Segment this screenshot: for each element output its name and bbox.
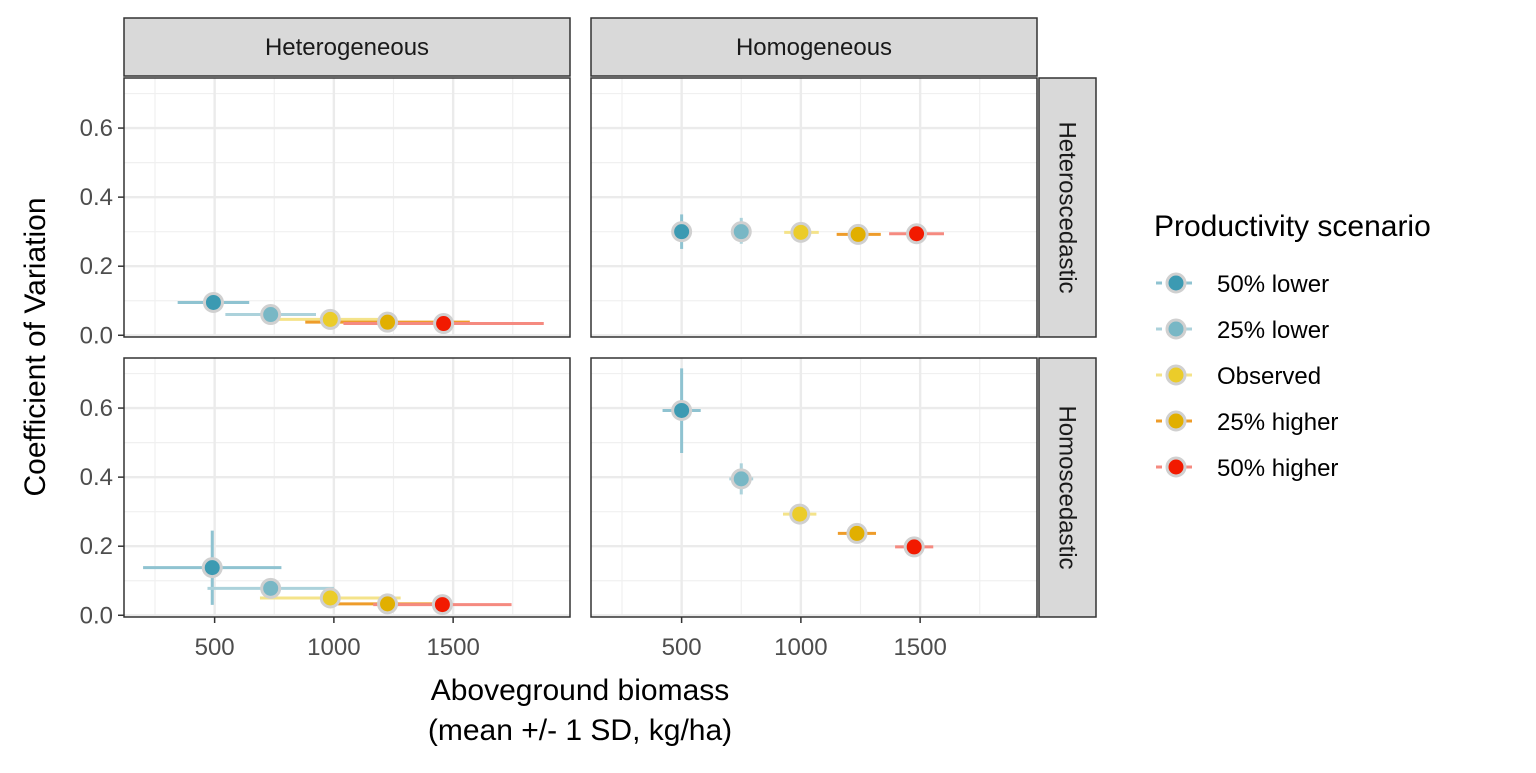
- legend-key-point: [1165, 272, 1187, 294]
- panel-background: [591, 78, 1037, 337]
- points: [201, 557, 453, 616]
- data-point: [319, 587, 341, 609]
- panel-3: 500 1000 1500: [590, 357, 1038, 661]
- legend-key-point: [1165, 410, 1187, 432]
- data-point: [377, 311, 399, 333]
- data-point: [260, 304, 282, 326]
- points: [671, 399, 925, 558]
- legend-item: 25% higher: [1156, 409, 1338, 436]
- facet-strip-col-1: [590, 17, 1038, 77]
- panel-1: [590, 77, 1038, 338]
- x-tick-label: 1500: [426, 634, 479, 661]
- data-point: [431, 594, 453, 616]
- data-point: [906, 223, 928, 245]
- panel-0: 0.0 0.2 0.4 0.6: [80, 77, 571, 349]
- panel-border: [123, 357, 571, 618]
- x-tick-label: 1500: [893, 634, 946, 661]
- panel-border: [590, 77, 1038, 338]
- y-tick-label: 0.4: [80, 464, 113, 491]
- data-point: [319, 308, 341, 330]
- x-axis-title: Aboveground biomass (mean +/- 1 SD, kg/h…: [428, 674, 732, 747]
- data-point: [846, 522, 868, 544]
- panel-border: [590, 357, 1038, 618]
- facet-strip-row-0: [1038, 77, 1097, 338]
- data-point: [377, 593, 399, 615]
- data-point: [790, 221, 812, 243]
- legend: Productivity scenario 50% lower 25% lower…: [1154, 210, 1431, 482]
- y-axis-title: Coefficient of Variation: [19, 197, 52, 496]
- data-point: [730, 468, 752, 490]
- legend-item: 25% lower: [1156, 317, 1329, 344]
- data-point: [260, 577, 282, 599]
- data-point: [201, 557, 223, 579]
- legend-label: 25% lower: [1217, 317, 1329, 344]
- legend-label: Observed: [1217, 363, 1321, 390]
- y-tick-label: 0.0: [80, 322, 113, 349]
- y-tick-label: 0.6: [80, 115, 113, 142]
- panels-layer: Heterogeneous Homogeneous Heteroscedastic H…: [80, 17, 1097, 661]
- data-point: [671, 221, 693, 243]
- legend-label: 50% lower: [1217, 271, 1329, 298]
- y-tick-label: 0.6: [80, 395, 113, 422]
- y-tick-label: 0.2: [80, 533, 113, 560]
- panel-background: [591, 358, 1037, 617]
- data-point: [671, 399, 693, 421]
- data-point: [847, 223, 869, 245]
- legend-label: 50% higher: [1217, 455, 1338, 482]
- legend-item: 50% lower: [1156, 271, 1329, 298]
- facet-strip-col-label-1: Homogeneous: [736, 34, 892, 61]
- facet-strip-col-label-0: Heterogeneous: [265, 34, 429, 61]
- legend-item: 50% higher: [1156, 455, 1338, 482]
- data-point: [903, 536, 925, 558]
- points: [671, 221, 928, 245]
- data-point: [433, 313, 455, 335]
- legend-items: 50% lower 25% lower Observed 25% higher 50% …: [1156, 271, 1338, 482]
- y-tick-label: 0.0: [80, 602, 113, 629]
- gridlines: [124, 358, 570, 617]
- data-point: [789, 503, 811, 525]
- facet-strip-row-label-1: Homoscedastic: [1054, 405, 1081, 569]
- legend-key-point: [1165, 364, 1187, 386]
- data-point: [202, 291, 224, 313]
- y-tick-label: 0.2: [80, 253, 113, 280]
- legend-label: 25% higher: [1217, 409, 1338, 436]
- legend-key-point: [1165, 318, 1187, 340]
- x-tick-label: 1000: [774, 634, 827, 661]
- legend-title: Productivity scenario: [1154, 210, 1431, 243]
- legend-item: Observed: [1156, 363, 1321, 390]
- x-axis-title-line-1: Aboveground biomass: [431, 674, 730, 707]
- panel-border: [123, 77, 571, 338]
- x-tick-label: 500: [662, 634, 702, 661]
- facet-strip-row-1: [1038, 357, 1097, 618]
- points: [202, 291, 455, 335]
- y-tick-label: 0.4: [80, 184, 113, 211]
- x-axis-title-line-2: (mean +/- 1 SD, kg/ha): [428, 714, 732, 747]
- legend-key-point: [1165, 456, 1187, 478]
- gridlines: [591, 358, 1037, 617]
- panel-background: [124, 358, 570, 617]
- data-point: [730, 221, 752, 243]
- facet-strip-row-label-0: Heteroscedastic: [1054, 121, 1081, 293]
- panel-background: [124, 78, 570, 337]
- panel-2: 0.0 0.2 0.4 0.6 500 1000 1500: [80, 357, 571, 661]
- x-tick-label: 1000: [307, 634, 360, 661]
- x-tick-label: 500: [195, 634, 235, 661]
- facet-strip-col-0: [123, 17, 571, 77]
